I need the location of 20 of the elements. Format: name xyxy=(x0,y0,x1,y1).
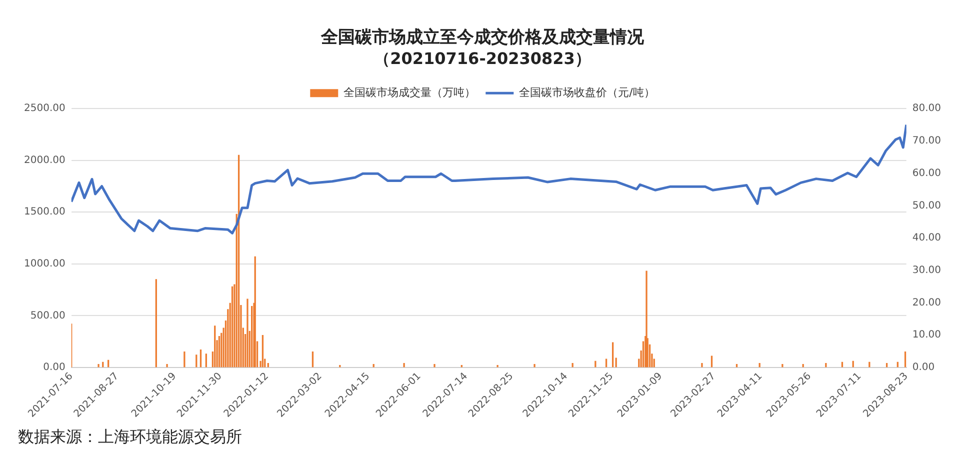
y2-tick-label: 0.00 xyxy=(912,362,935,374)
legend-label: 全国碳市场成交量（万吨） xyxy=(344,86,476,99)
y-tick-label: 2500.00 xyxy=(24,103,66,114)
legend-label: 全国碳市场收盘价（元/吨） xyxy=(519,86,655,99)
y-tick-label: 500.00 xyxy=(30,310,66,322)
y-tick-label: 2000.00 xyxy=(24,154,66,166)
y2-tick-label: 10.00 xyxy=(912,330,942,341)
y-tick-label: 1500.00 xyxy=(24,206,66,218)
y-tick-label: 1000.00 xyxy=(24,258,66,270)
source-note: 数据来源：上海环境能源交易所 xyxy=(18,427,243,448)
y-tick-label: 0.00 xyxy=(43,362,66,374)
y2-tick-label: 40.00 xyxy=(912,232,942,244)
chart-subtitle: （20210716-20230823） xyxy=(374,49,591,68)
chart-title: 全国碳市场成立至今成交价格及成交量情况 xyxy=(320,28,645,48)
y2-tick-label: 50.00 xyxy=(912,200,942,212)
y2-tick-label: 60.00 xyxy=(912,168,942,179)
y2-tick-label: 80.00 xyxy=(912,103,942,114)
y2-tick-label: 20.00 xyxy=(912,297,942,308)
y2-tick-label: 70.00 xyxy=(912,136,942,147)
y2-tick-label: 30.00 xyxy=(912,264,942,276)
